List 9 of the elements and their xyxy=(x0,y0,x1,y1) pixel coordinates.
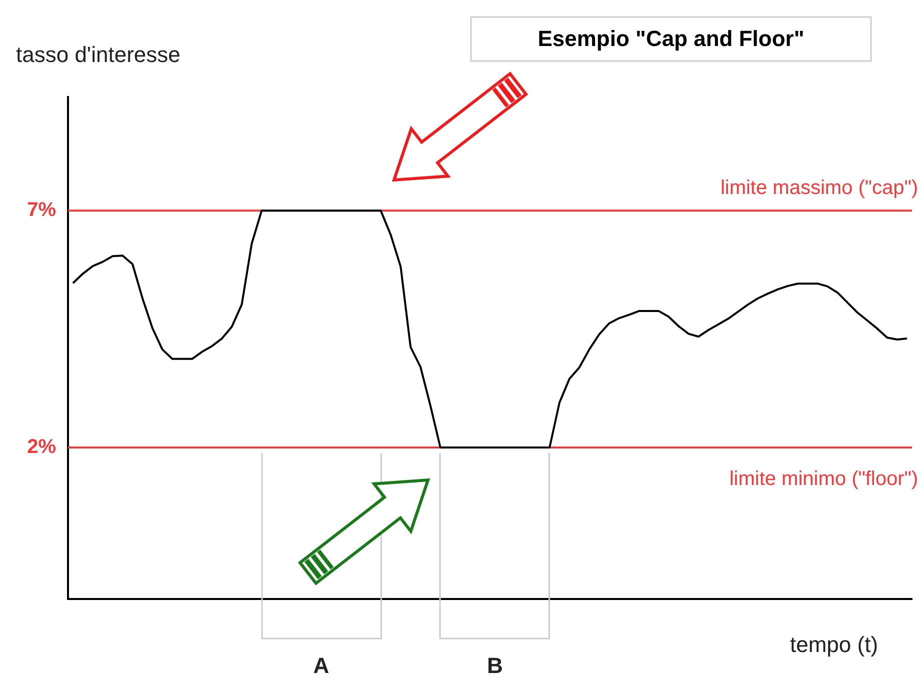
text: B xyxy=(486,653,504,679)
y-axis-title: tasso d'interesse xyxy=(16,42,180,68)
ref-line-label: limite massimo ("cap") xyxy=(720,177,918,200)
y-tick-label: 2% xyxy=(27,436,56,458)
x-axis-title: tempo (t) xyxy=(790,632,878,658)
chart-title: Esempio "Cap and Floor" xyxy=(538,26,804,52)
y-tick-label: 7% xyxy=(27,199,56,222)
text: A xyxy=(312,653,330,679)
ref-line-label: limite minimo ("floor") xyxy=(729,468,918,490)
